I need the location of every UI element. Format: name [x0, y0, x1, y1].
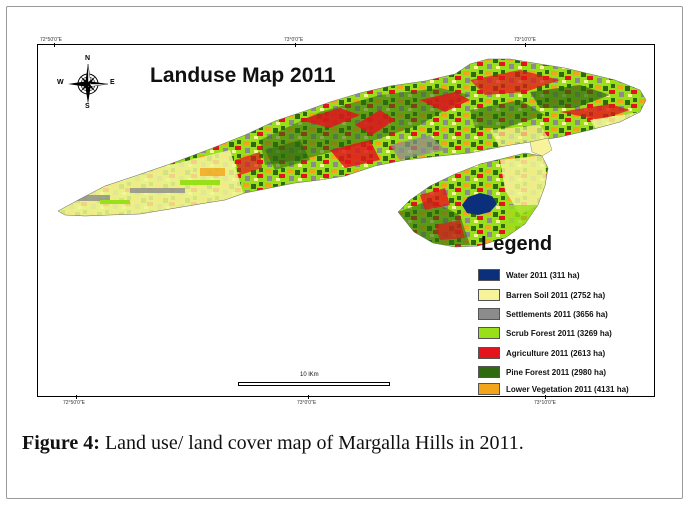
- legend-item-barren-soil: Barren Soil 2011 (2752 ha): [478, 288, 605, 302]
- graticule-bottom-2: 73°0'0"E: [297, 400, 317, 406]
- graticule-tick: [308, 395, 309, 399]
- graticule-tick: [525, 43, 526, 47]
- legend-swatch: [478, 383, 500, 395]
- graticule-tick: [545, 395, 546, 399]
- north-arrow-icon: [68, 63, 109, 104]
- map-title: Landuse Map 2011: [150, 64, 336, 87]
- scale-bar: [238, 382, 390, 386]
- legend-label: Water 2011 (311 ha): [506, 270, 580, 280]
- ridge-area: [58, 59, 646, 216]
- legend-label: Barren Soil 2011 (2752 ha): [506, 290, 606, 300]
- legend-item-scrub-forest: Scrub Forest 2011 (3269 ha): [478, 326, 612, 340]
- legend-swatch: [478, 327, 500, 339]
- legend-item-agriculture: Agriculture 2011 (2613 ha): [478, 346, 605, 360]
- figure-caption: Figure 4: Land use/ land cover map of Ma…: [22, 432, 524, 455]
- figure-frame: [6, 6, 683, 499]
- legend-item-pine-forest: Pine Forest 2011 (2980 ha): [478, 365, 606, 379]
- graticule-tick: [295, 43, 296, 47]
- legend-item-lower-vegetation: Lower Vegetation 2011 (4131 ha): [478, 382, 629, 396]
- legend-label: Scrub Forest 2011 (3269 ha): [506, 328, 612, 338]
- graticule-tick: [76, 395, 77, 399]
- graticule-bottom-1: 72°50'0"E: [63, 400, 85, 406]
- legend-item-water: Water 2011 (311 ha): [478, 268, 580, 282]
- graticule-tick: [54, 43, 55, 47]
- graticule-top-2: 73°0'0"E: [284, 37, 304, 43]
- compass-n: N: [85, 55, 91, 62]
- compass-w: W: [57, 79, 64, 86]
- legend-title: Legend: [481, 233, 553, 255]
- legend-swatch: [478, 308, 500, 320]
- legend-label: Lower Vegetation 2011 (4131 ha): [506, 384, 629, 394]
- compass-e: E: [110, 79, 115, 86]
- legend-swatch: [478, 289, 500, 301]
- graticule-bottom-3: 73°10'0"E: [534, 400, 556, 406]
- legend-label: Pine Forest 2011 (2980 ha): [506, 367, 607, 377]
- caption-text: Land use/ land cover map of Margalla Hil…: [99, 432, 524, 454]
- scale-label: 10 lKm: [300, 372, 319, 378]
- graticule-top-3: 73°10'0"E: [514, 37, 536, 43]
- legend-label: Settlements 2011 (3656 ha): [506, 309, 608, 319]
- compass-s: S: [85, 103, 90, 110]
- connector-strip: [529, 137, 553, 157]
- legend-swatch: [478, 366, 500, 378]
- water-body: [462, 193, 497, 215]
- legend-label: Agriculture 2011 (2613 ha): [506, 348, 606, 358]
- legend-swatch: [478, 269, 500, 281]
- caption-label: Figure 4:: [22, 432, 100, 454]
- graticule-top-1: 72°50'0"E: [40, 37, 62, 43]
- legend-swatch: [478, 347, 500, 359]
- legend-item-settlements: Settlements 2011 (3656 ha): [478, 307, 608, 321]
